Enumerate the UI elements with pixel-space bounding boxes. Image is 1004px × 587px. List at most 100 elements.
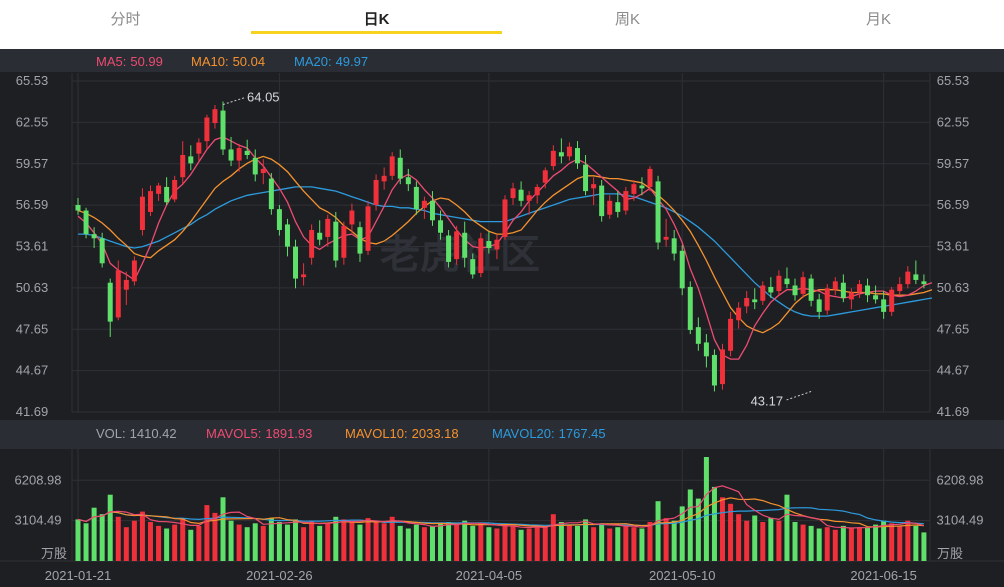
volume-bar [252,523,258,561]
candle-body [832,281,838,290]
volume-bar [148,522,154,561]
candle-body [784,278,790,285]
volume-bar [341,519,347,561]
candle-body [824,288,830,311]
candle-body [357,227,363,254]
candle-body [301,274,307,278]
volume-bar [357,524,363,561]
volume-bar [865,527,871,561]
candle-body [373,179,379,205]
candle-body [341,225,347,258]
volume-bar [720,497,726,561]
volume-bar [534,525,540,561]
volume-bar [897,525,903,561]
volume-bar [752,515,758,561]
tab-monthly-k[interactable]: 月K [865,11,891,28]
tab-intraday[interactable]: 分时 [110,11,141,28]
candle-body [349,210,355,225]
date-tick-label: 2021-06-15 [850,568,917,583]
candle-body [252,157,258,175]
volume-bar [526,528,532,561]
candle-body [720,349,726,385]
candle-body [333,221,339,261]
price-tick-right: 59.57 [937,156,970,171]
volume-bar [180,518,186,561]
volume-bar [623,524,629,561]
candle-body [494,239,500,250]
candle-body [75,204,81,211]
candle-body [115,270,121,318]
volume-bar [816,528,822,561]
tab-daily-k[interactable]: 日K [251,0,502,40]
candle-body [768,286,774,293]
volume-bar [107,494,113,561]
volume-bar [438,523,444,561]
ma10-legend-label: MA10: [191,54,229,69]
candle-body [284,224,290,247]
volume-bar [99,514,105,561]
mavol5-legend-label: MAVOL5: [206,426,261,441]
candle-body [148,191,154,212]
volume-bar [776,520,782,561]
volume-bar [131,520,137,561]
candle-body [663,236,669,240]
candle-body [446,235,452,262]
volume-bar [317,525,323,561]
candle-body [236,148,242,161]
candle-body [599,185,605,217]
candle-body [196,142,202,154]
kline-chart-svg: 老虎社区 65.53 65.53 62.55 62.55 59.57 59.57 56.59… [0,40,1004,583]
volume-bar [139,511,145,561]
volume-bar [365,518,371,561]
price-tick-right: 47.65 [937,321,970,336]
volume-tick-right: 6208.98 [937,472,984,487]
volume-bar [913,525,919,561]
candle-body [792,285,798,296]
volume-bar [703,457,709,561]
candle-body [309,229,315,258]
price-legend-band [0,49,1004,72]
volume-bar [204,505,210,561]
candle-body [591,184,597,189]
volume-bar [405,528,411,561]
candle-body [293,246,299,279]
candle-body [840,282,846,299]
volume-bar [736,514,742,561]
volume-bar [591,527,597,561]
high-annotation-leader [222,97,246,106]
volume-bar [800,524,806,561]
volume-bar [212,512,218,561]
ma5-legend: MA5: 50.99 [96,54,163,69]
volume-bar [389,516,395,561]
volume-bar [381,523,387,561]
volume-bar [172,524,178,561]
mavol10-legend: MAVOL10: 2033.18 [345,426,459,441]
candle-body [381,175,387,182]
volume-bar [446,522,452,561]
candle-body [526,195,532,201]
ma10-legend-value: 50.04 [233,54,266,69]
candle-body [462,232,468,258]
candle-body [405,177,411,185]
volume-bar [325,523,331,561]
volume-bar [574,525,580,561]
volume-bar [695,498,701,561]
volume-bar [566,524,572,561]
candle-body [244,150,250,156]
tab-weekly-k[interactable]: 周K [614,11,640,28]
volume-bar [494,528,500,561]
candle-body [228,149,234,161]
volume-bar [840,525,846,561]
volume-bar [808,525,814,561]
volume-bar [760,522,766,561]
volume-bar [486,527,492,561]
candle-body [583,164,589,192]
candle-body [800,277,806,294]
candle-body [325,218,331,237]
price-tick-left: 47.65 [16,321,49,336]
price-tick-left: 56.59 [16,197,49,212]
price-tick-left: 44.67 [16,363,49,378]
volume-bar [244,527,250,561]
mavol20-legend-value: 1767.45 [559,426,606,441]
candle-body [856,284,862,293]
